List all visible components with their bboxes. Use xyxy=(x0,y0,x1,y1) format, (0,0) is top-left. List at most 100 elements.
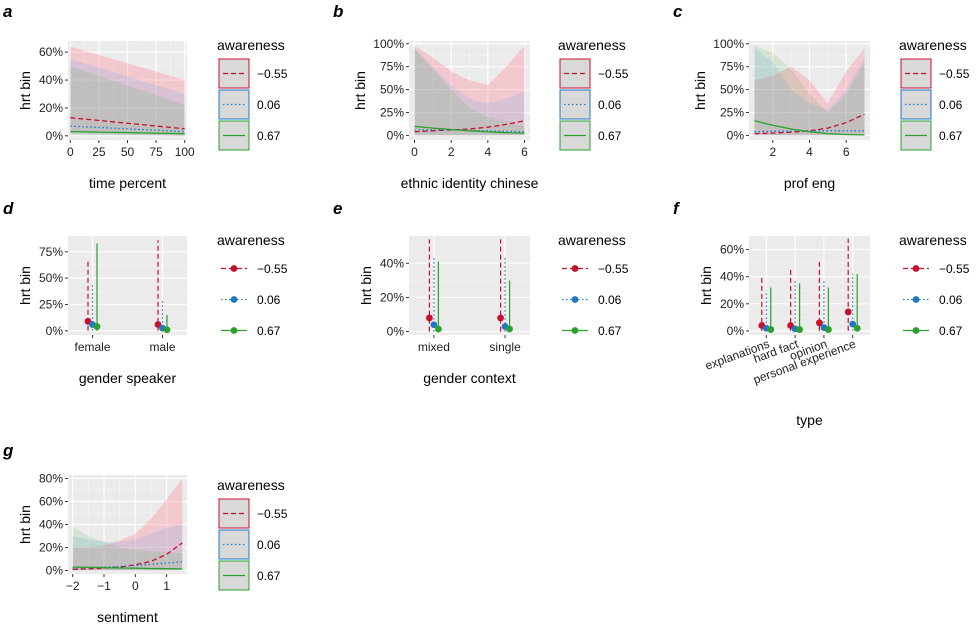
legend-label-high: 0.67 xyxy=(257,129,281,143)
panel-letter-c: c xyxy=(673,2,683,21)
y-tick-label: 50% xyxy=(39,271,63,285)
x-axis-title: prof eng xyxy=(784,175,835,191)
y-tick-label: 100% xyxy=(713,37,744,51)
y-axis-title: hrt bin xyxy=(17,71,33,110)
data-point-high xyxy=(93,323,101,330)
ci-band-high xyxy=(414,48,525,136)
data-point-low xyxy=(426,314,433,322)
y-tick-label: 25% xyxy=(39,297,63,311)
y-tick-label: 80% xyxy=(39,471,63,485)
x-tick-label: 6 xyxy=(521,145,528,159)
series-line-high xyxy=(70,130,185,135)
y-tick-label: 20% xyxy=(39,541,63,555)
legend-point-low xyxy=(230,265,238,272)
legend-title: awareness xyxy=(899,37,967,53)
panel-letter-f: f xyxy=(673,199,681,218)
data-point-high xyxy=(825,326,832,333)
series-line-high xyxy=(754,120,865,136)
y-tick-label: 25% xyxy=(720,106,744,120)
series-line-high xyxy=(414,125,525,134)
y-tick-label: 60% xyxy=(720,243,744,257)
x-tick-label: 75 xyxy=(149,145,163,159)
x-axis-title: time percent xyxy=(89,175,166,191)
ci-band-mid xyxy=(70,59,185,136)
data-point-high xyxy=(796,326,803,333)
legend-point-mid xyxy=(912,296,920,303)
y-tick-label: 75% xyxy=(720,60,744,74)
ci-band-low xyxy=(754,48,865,136)
x-tick-label: −2 xyxy=(66,579,80,593)
ci-band-low xyxy=(70,46,185,136)
panel-d: d 0% 25% 50% 75% female male gender speaker hrt … xyxy=(3,199,288,386)
legend-label-low: −0.55 xyxy=(939,67,970,81)
legend-point-high xyxy=(230,327,238,334)
legend-label-low: −0.55 xyxy=(598,67,629,81)
x-axis-title: gender context xyxy=(423,370,516,386)
legend-title: awareness xyxy=(899,232,967,248)
legend-title: awareness xyxy=(217,477,285,493)
x-tick-label: 25 xyxy=(92,145,106,159)
y-tick-label: 50% xyxy=(720,83,744,97)
legend-label-high: 0.67 xyxy=(939,129,963,143)
legend-label-low: −0.55 xyxy=(939,262,970,276)
legend-point-mid xyxy=(230,296,238,303)
legend-label-low: −0.55 xyxy=(257,67,288,81)
series-line-low xyxy=(754,113,865,135)
y-tick-label: 50% xyxy=(380,83,404,97)
y-axis-title: hrt bin xyxy=(698,266,714,305)
y-tick-label: 20% xyxy=(39,101,63,115)
legend-label-low: −0.55 xyxy=(257,507,288,521)
series-line-low xyxy=(72,542,183,571)
y-tick-label: 0% xyxy=(387,325,405,339)
data-point-high xyxy=(853,324,861,332)
data-point-high xyxy=(767,326,775,333)
x-tick-label: 2 xyxy=(769,145,776,159)
data-point-low xyxy=(497,314,504,322)
y-axis-title: hrt bin xyxy=(352,71,368,110)
x-tick-label: female xyxy=(74,340,110,354)
x-tick-label: −1 xyxy=(97,579,111,593)
legend-title: awareness xyxy=(217,37,285,53)
x-tick-label: mixed xyxy=(418,340,450,354)
legend-label-high: 0.67 xyxy=(598,324,622,338)
series-line-low xyxy=(414,120,525,133)
panel-e: e 0% 20% 40% mixed single gender context hrt bi… xyxy=(333,199,629,386)
legend-label-low: −0.55 xyxy=(257,262,288,276)
y-tick-label: 40% xyxy=(39,518,63,532)
x-tick-label: 100 xyxy=(175,145,195,159)
panel-g: g 0% 20% 40% 60% 80% −2 −1 0 1 sentiment hrt bin awa… xyxy=(2,441,288,625)
y-axis-title: hrt bin xyxy=(17,266,33,305)
x-axis-title: ethnic identity chinese xyxy=(401,175,539,191)
x-tick-label: 0 xyxy=(132,579,139,593)
panel-letter-g: g xyxy=(2,441,14,460)
panel-b: b 0% 25% 50% 75% 100% 0 2 4 6 ethnic identity chin… xyxy=(333,2,629,191)
plot-background xyxy=(749,236,870,335)
y-tick-label: 0% xyxy=(727,324,745,338)
data-point-high xyxy=(506,325,513,333)
legend-label-high: 0.67 xyxy=(598,129,622,143)
legend-label-high: 0.67 xyxy=(257,324,281,338)
legend-point-high xyxy=(912,327,920,334)
y-tick-label: 40% xyxy=(720,270,744,284)
panel-letter-b: b xyxy=(333,2,343,21)
legend-label-mid: 0.06 xyxy=(257,538,281,552)
y-tick-label: 75% xyxy=(380,60,404,74)
data-point-high xyxy=(435,325,442,333)
legend-label-mid: 0.06 xyxy=(939,98,963,112)
panel-letter-e: e xyxy=(333,199,342,218)
y-tick-label: 75% xyxy=(39,245,63,259)
panel-letter-d: d xyxy=(3,199,14,218)
data-point-mid xyxy=(849,320,857,328)
data-point-mid xyxy=(430,321,438,329)
legend-title: awareness xyxy=(558,232,626,248)
legend-title: awareness xyxy=(217,232,285,248)
y-axis-title: hrt bin xyxy=(692,71,708,110)
x-axis-title: type xyxy=(796,412,823,428)
panel-a: a 0% 20% 40% 60% 0 25 50 75 100 time percent hrt bi… xyxy=(3,2,288,191)
data-point-low xyxy=(844,308,852,316)
legend-label-mid: 0.06 xyxy=(598,98,622,112)
x-tick-label: single xyxy=(489,340,521,354)
x-tick-label: 0 xyxy=(411,145,418,159)
series-line-high xyxy=(72,566,183,570)
